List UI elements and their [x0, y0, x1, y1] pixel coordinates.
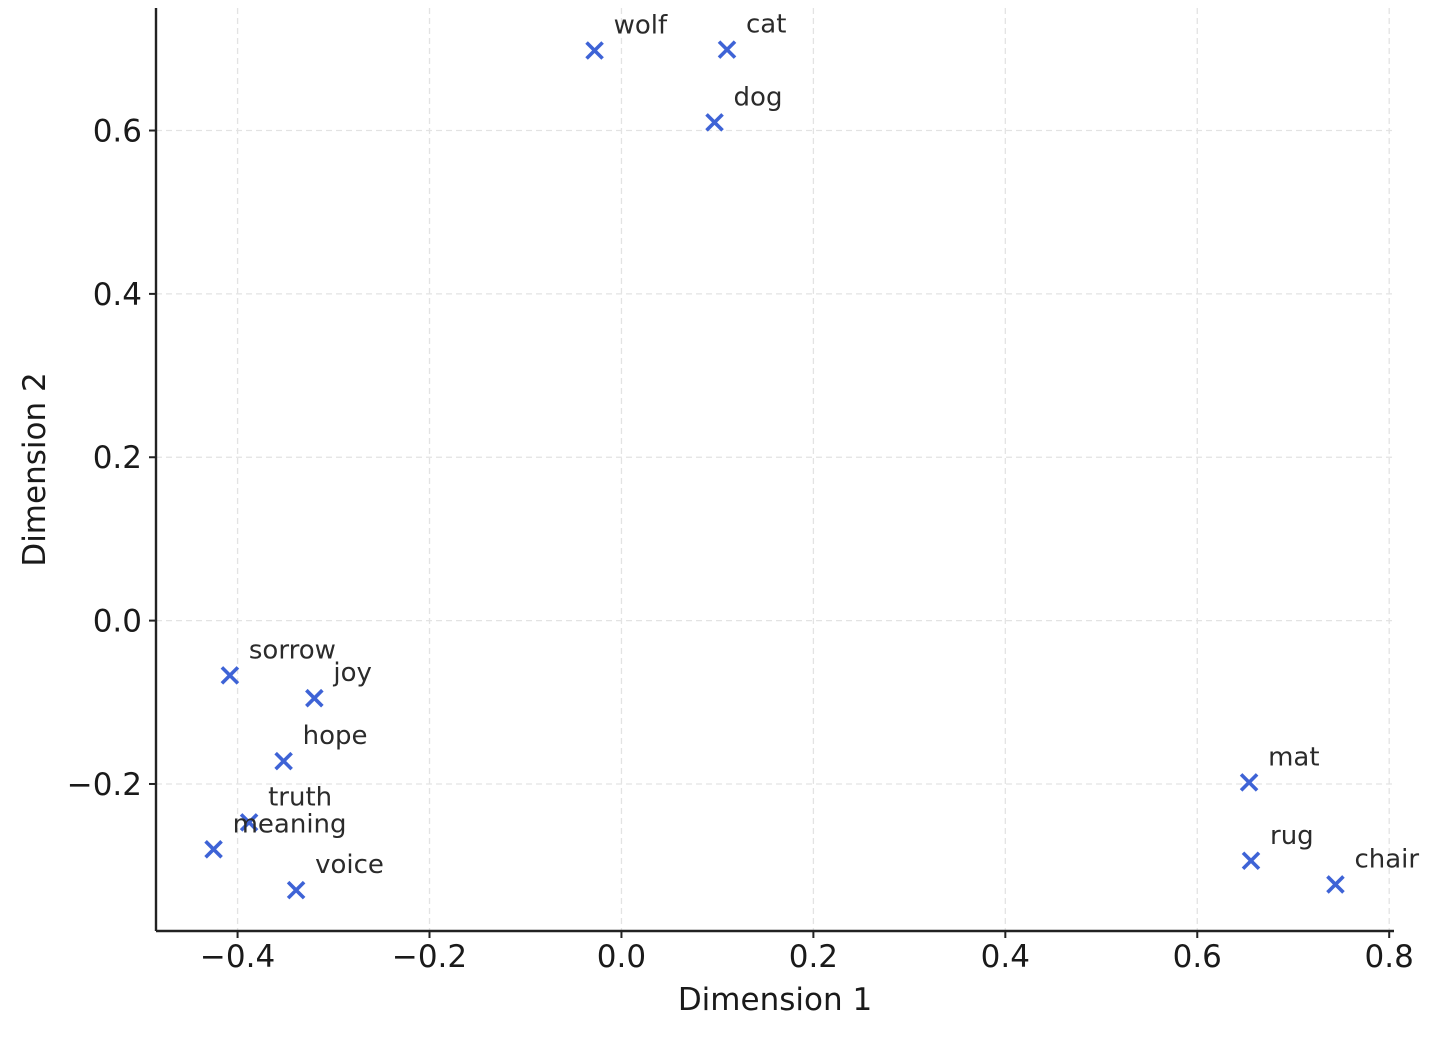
point-label-mat: mat — [1268, 742, 1319, 772]
x-marker-stroke — [1239, 773, 1259, 792]
y-axis-title: Dimension 2 — [17, 372, 53, 566]
scatter-point-dog: dog — [705, 82, 783, 132]
y-tick-label: 0.0 — [93, 604, 142, 640]
x-tick-label: 0.2 — [789, 939, 838, 975]
x-marker-stroke — [1241, 851, 1261, 871]
scatter-point-chair: chair — [1326, 844, 1419, 894]
x-marker-stroke — [1326, 875, 1345, 894]
x-marker-stroke — [585, 41, 604, 60]
point-label-sorrow: sorrow — [249, 635, 336, 665]
scatter-point-hope: hope — [274, 721, 368, 771]
point-label-chair: chair — [1354, 844, 1419, 874]
point-label-voice: voice — [315, 850, 384, 880]
scatter-point-rug: rug — [1241, 821, 1314, 871]
point-label-hope: hope — [303, 721, 368, 751]
axes-spines — [154, 8, 1394, 933]
point-label-rug: rug — [1270, 821, 1314, 851]
x-tick-label: −0.2 — [392, 939, 467, 975]
point-label-meaning: meaning — [233, 809, 347, 839]
scatter-point-sorrow: sorrow — [220, 635, 336, 685]
scatter-point-meaning: meaning — [204, 809, 347, 859]
scatter-point-voice: voice — [286, 850, 384, 900]
x-marker-stroke — [305, 688, 324, 708]
point-label-joy: joy — [332, 658, 372, 688]
point-label-truth: truth — [268, 782, 332, 812]
x-tick-label: 0.0 — [597, 939, 646, 975]
x-tick-label: 0.6 — [1173, 939, 1222, 975]
scatter-point-wolf: wolf — [585, 10, 668, 60]
x-marker-stroke — [274, 751, 293, 771]
point-label-wolf: wolf — [614, 10, 668, 40]
scatter-point-joy: joy — [305, 658, 372, 708]
x-marker-stroke — [717, 40, 737, 59]
grid — [156, 8, 1394, 931]
x-tick-label: 0.4 — [981, 939, 1030, 975]
point-label-dog: dog — [734, 82, 783, 112]
y-tick-label: 0.4 — [93, 277, 142, 313]
x-marker-stroke — [286, 880, 306, 900]
scatter-point-truth: truth — [239, 782, 332, 832]
scatter-point-cat: cat — [717, 10, 786, 59]
x-tick-label: 0.8 — [1365, 939, 1414, 975]
x-marker-stroke — [220, 666, 240, 685]
y-tick-label: −0.2 — [67, 767, 142, 803]
x-marker-stroke — [239, 813, 259, 832]
x-axis-title: Dimension 1 — [678, 982, 872, 1018]
y-tick-label: 0.2 — [93, 440, 142, 476]
axis-ticks: −0.4 −0.2 0.0 0.2 0.4 0.6 0.8 −0.2 0.0 0.2 0.4 0.6 — [67, 114, 1414, 975]
scatter-point-mat: mat — [1239, 742, 1320, 792]
point-label-cat: cat — [746, 10, 786, 40]
x-tick-label: −0.4 — [200, 939, 275, 975]
x-marker-stroke — [204, 840, 223, 859]
x-marker-stroke — [705, 113, 724, 132]
y-tick-label: 0.6 — [93, 114, 142, 150]
